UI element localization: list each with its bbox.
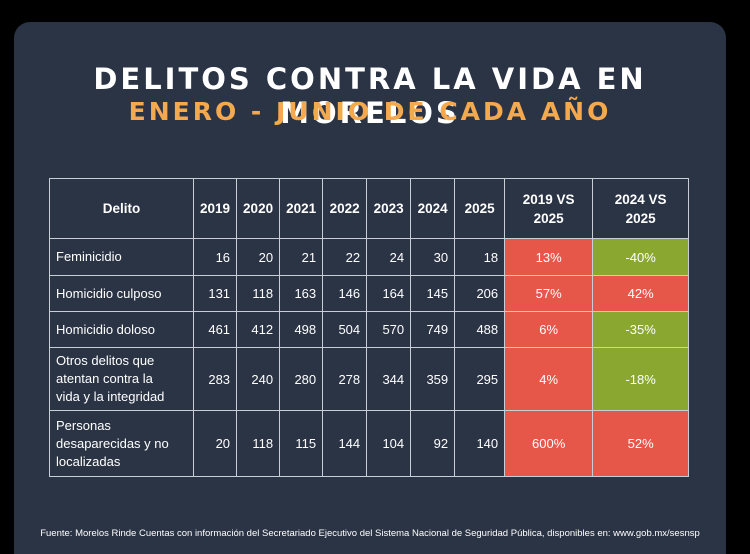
crime-name: Homicidio culposo	[49, 275, 194, 312]
crime-line: vida y la integridad	[56, 389, 165, 404]
crime-line: atentan contra la	[56, 371, 153, 386]
crime-line: desaparecidas y no	[56, 435, 169, 451]
crime-line: Homicidio culposo	[56, 285, 162, 301]
value-cell: 280	[279, 347, 324, 411]
value-cell: 570	[366, 311, 412, 348]
crime-table: Delito 2019 2020 2021 2022 2023 2024 202…	[49, 178, 690, 477]
header-crime: Delito	[49, 178, 194, 239]
change-2019-2025: 13%	[504, 238, 594, 276]
value-cell: 144	[322, 410, 368, 477]
crime-name: Homicidio doloso	[49, 311, 194, 348]
header-year: 2025	[454, 178, 506, 239]
subtitle: ENERO - JUNIO DE CADA AÑO	[128, 97, 612, 126]
value-cell: 206	[454, 275, 506, 312]
change-2019-2025: 600%	[504, 410, 594, 477]
value-cell: 488	[454, 311, 506, 348]
value-cell: 115	[279, 410, 324, 477]
table-row: Otros delitos que atentan contra la vida…	[49, 347, 690, 411]
crime-line: Otros delitos que	[56, 353, 155, 368]
value-cell: 344	[366, 347, 412, 411]
value-cell: 24	[366, 238, 412, 276]
value-cell: 146	[322, 275, 368, 312]
value-cell: 20	[236, 238, 281, 276]
header-compare-line: 2024 VS	[614, 191, 667, 207]
value-cell: 118	[236, 410, 281, 477]
header-row: Delito 2019 2020 2021 2022 2023 2024 202…	[49, 178, 690, 239]
crime-line: Homicidio doloso	[56, 321, 155, 337]
value-cell: 140	[454, 410, 506, 477]
value-cell: 412	[236, 311, 281, 348]
change-2019-2025: 4%	[504, 347, 594, 411]
change-2024-2025: -40%	[592, 238, 690, 276]
change-2024-2025: 52%	[592, 410, 690, 477]
crime-line: localizadas	[56, 453, 121, 469]
source-note: Fuente: Morelos Rinde Cuentas con inform…	[40, 528, 700, 539]
header-year: 2022	[322, 178, 368, 239]
header-compare-line: 2019 VS	[522, 191, 575, 207]
value-cell: 21	[279, 238, 324, 276]
value-cell: 163	[279, 275, 324, 312]
value-cell: 240	[236, 347, 281, 411]
value-cell: 278	[322, 347, 368, 411]
value-cell: 30	[410, 238, 456, 276]
title: DELITOS CONTRA LA VIDA EN MORELOS	[93, 62, 647, 130]
infographic-card: DELITOS CONTRA LA VIDA EN MORELOS ENERO …	[14, 22, 726, 554]
header-compare-line: 2025	[625, 210, 656, 226]
value-cell: 504	[322, 311, 368, 348]
change-2019-2025: 6%	[504, 311, 594, 348]
value-cell: 283	[192, 347, 238, 411]
table-row: Personas desaparecidas y no localizadas …	[49, 410, 690, 477]
crime-line: Feminicidio	[56, 249, 122, 264]
value-cell: 145	[410, 275, 456, 312]
crime-name: Otros delitos que atentan contra la vida…	[49, 347, 194, 411]
header-year: 2023	[366, 178, 412, 239]
crime-name: Personas desaparecidas y no localizadas	[49, 410, 194, 477]
header-compare-2024-2025: 2024 VS 2025	[592, 178, 690, 239]
value-cell: 295	[454, 347, 506, 411]
header-compare-2019-2025: 2019 VS 2025	[504, 178, 594, 239]
value-cell: 16	[192, 238, 238, 276]
value-cell: 118	[236, 275, 281, 312]
table-row: Feminicidio 16 20 21 22 24 30 18 13% -40…	[49, 238, 690, 276]
value-cell: 20	[192, 410, 238, 477]
header-year: 2019	[192, 178, 238, 239]
change-2024-2025: -35%	[592, 311, 690, 348]
header-year: 2024	[410, 178, 456, 239]
value-cell: 749	[410, 311, 456, 348]
table-row: Homicidio culposo 131 118 163 146 164 14…	[49, 275, 690, 312]
value-cell: 359	[410, 347, 456, 411]
table-row: Homicidio doloso 461 412 498 504 570 749…	[49, 311, 690, 348]
crime-name: Feminicidio	[49, 238, 194, 276]
value-cell: 92	[410, 410, 456, 477]
change-2024-2025: 42%	[592, 275, 690, 312]
value-cell: 22	[322, 238, 368, 276]
header-year: 2020	[236, 178, 281, 239]
value-cell: 18	[454, 238, 506, 276]
value-cell: 131	[192, 275, 238, 312]
value-cell: 498	[279, 311, 324, 348]
header-compare-line: 2025	[533, 210, 564, 226]
change-2019-2025: 57%	[504, 275, 594, 312]
crime-line: Personas	[56, 417, 111, 433]
value-cell: 461	[192, 311, 238, 348]
value-cell: 164	[366, 275, 412, 312]
change-2024-2025: -18%	[592, 347, 690, 411]
header-year: 2021	[279, 178, 324, 239]
value-cell: 104	[366, 410, 412, 477]
